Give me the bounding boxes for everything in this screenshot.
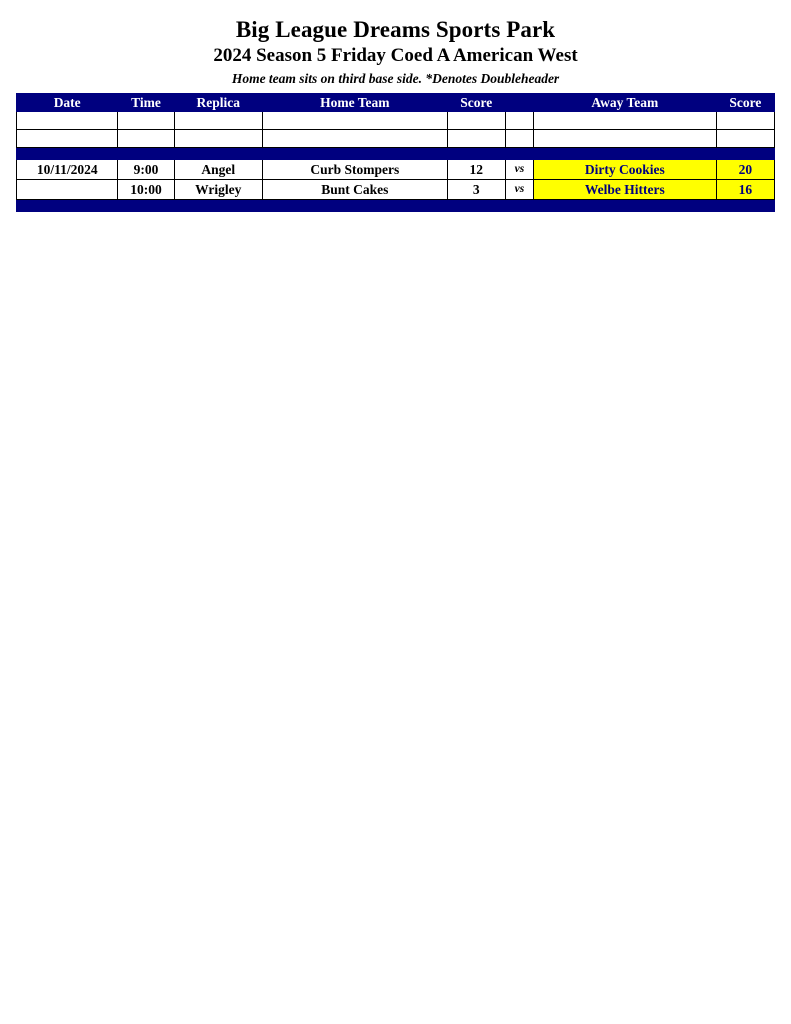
cell-date <box>15 129 119 148</box>
cell-replica: Wrigley <box>173 179 263 200</box>
table-row-game: 10:00 Wrigley Bunt Cakes 3 vs Welbe Hitt… <box>15 179 776 200</box>
column-header-vs <box>504 93 535 112</box>
cell-time: 10:00 <box>117 179 175 200</box>
page-header: Big League Dreams Sports Park 2024 Seaso… <box>0 0 791 87</box>
schedule-table: Date Time Replica Home Team Score Away T… <box>15 93 776 212</box>
band-cell <box>15 147 119 160</box>
cell-away-team <box>533 111 717 130</box>
cell-replica <box>173 111 263 130</box>
column-header-home-score: Score <box>446 93 506 112</box>
schedule-table-container: Date Time Replica Home Team Score Away T… <box>0 93 791 212</box>
band-cell <box>261 147 448 160</box>
column-header-date: Date <box>15 93 119 112</box>
band-cell <box>504 199 535 212</box>
cell-home-score <box>446 129 506 148</box>
table-row-blank <box>15 129 776 148</box>
band-cell <box>117 199 175 212</box>
page-title: Big League Dreams Sports Park <box>235 17 556 42</box>
cell-home-team <box>261 129 448 148</box>
cell-time <box>117 129 175 148</box>
cell-away-team <box>533 129 717 148</box>
cell-time: 9:00 <box>117 159 175 180</box>
cell-replica <box>173 129 263 148</box>
cell-away-score <box>715 129 776 148</box>
column-header-time: Time <box>117 93 175 112</box>
table-footer-band <box>15 199 776 212</box>
cell-away-score: 20 <box>715 159 776 180</box>
cell-away-team: Welbe Hitters <box>533 179 717 200</box>
band-cell <box>261 199 448 212</box>
table-header-row: Date Time Replica Home Team Score Away T… <box>15 93 776 112</box>
cell-home-score <box>446 111 506 130</box>
column-header-home-team: Home Team <box>261 93 448 112</box>
column-header-away-score: Score <box>715 93 776 112</box>
cell-date <box>15 179 119 200</box>
table-row-game: 10/11/2024 9:00 Angel Curb Stompers 12 v… <box>15 159 776 180</box>
cell-replica: Angel <box>173 159 263 180</box>
page-subtitle: 2024 Season 5 Friday Coed A American Wes… <box>213 45 578 66</box>
cell-time <box>117 111 175 130</box>
column-header-replica: Replica <box>173 93 263 112</box>
band-cell <box>173 199 263 212</box>
cell-away-team: Dirty Cookies <box>533 159 717 180</box>
cell-date: 10/11/2024 <box>15 159 119 180</box>
cell-home-score: 12 <box>446 159 506 180</box>
band-cell <box>446 199 506 212</box>
cell-vs <box>504 129 535 148</box>
cell-vs: vs <box>504 179 535 200</box>
band-cell <box>15 199 119 212</box>
band-cell <box>117 147 175 160</box>
cell-home-team: Bunt Cakes <box>261 179 448 200</box>
table-divider-band <box>15 147 776 160</box>
cell-date <box>15 111 119 130</box>
band-cell <box>504 147 535 160</box>
cell-home-team: Curb Stompers <box>261 159 448 180</box>
cell-home-score: 3 <box>446 179 506 200</box>
band-cell <box>715 199 776 212</box>
band-cell <box>446 147 506 160</box>
table-row-blank <box>15 111 776 130</box>
cell-vs <box>504 111 535 130</box>
cell-vs: vs <box>504 159 535 180</box>
column-header-away-team: Away Team <box>533 93 717 112</box>
band-cell <box>533 199 717 212</box>
cell-away-score <box>715 111 776 130</box>
band-cell <box>715 147 776 160</box>
band-cell <box>173 147 263 160</box>
cell-away-score: 16 <box>715 179 776 200</box>
cell-home-team <box>261 111 448 130</box>
band-cell <box>533 147 717 160</box>
page-note: Home team sits on third base side. *Deno… <box>231 71 560 86</box>
